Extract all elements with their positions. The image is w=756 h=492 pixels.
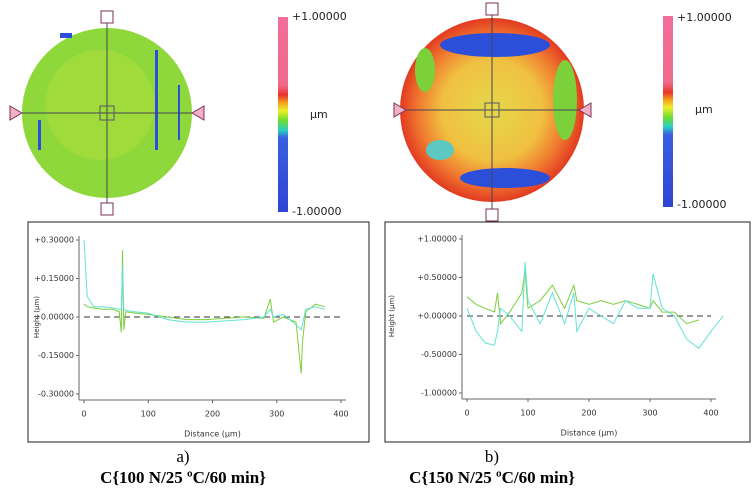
y-tick-label: +0.15000 <box>34 274 74 283</box>
colorbar-label: µm <box>310 108 328 121</box>
y-axis-label: Height (µm) <box>388 295 396 337</box>
chart-frame <box>384 221 751 443</box>
subtitle: C{150 N/25 ºC/60 min} <box>409 468 575 487</box>
y-tick-label: -0.30000 <box>38 390 74 399</box>
x-tick-label: 400 <box>703 409 718 418</box>
color-bar <box>278 17 288 212</box>
x-tick-label: 200 <box>205 410 220 419</box>
y-tick-label: +0.30000 <box>34 236 74 245</box>
profile-line <box>466 262 724 350</box>
x-tick-label: 300 <box>269 410 284 419</box>
colorbar-label: -1.00000 <box>677 198 726 211</box>
height-map <box>9 10 205 216</box>
colorbar-label: +1.00000 <box>677 11 732 24</box>
y-tick-label: +0.00000 <box>34 313 74 322</box>
x-tick-label: 300 <box>642 409 657 418</box>
subtitle: C{100 N/25 ºC/60 min} <box>100 468 266 487</box>
y-tick-label: +0.00000 <box>417 312 457 321</box>
colorbar-label: +1.00000 <box>292 10 347 23</box>
x-axis-label: Distance (µm) <box>184 430 241 439</box>
colorbar-label: µm <box>695 103 713 116</box>
x-tick-label: 200 <box>581 409 596 418</box>
profile-line <box>83 239 326 331</box>
x-tick-label: 0 <box>464 409 469 418</box>
y-tick-label: -0.15000 <box>38 351 74 360</box>
y-tick-label: -0.50000 <box>421 350 457 359</box>
y-tick-label: -1.00000 <box>421 389 457 398</box>
chart-frame <box>27 221 370 443</box>
x-tick-label: 0 <box>81 410 86 419</box>
color-bar <box>663 16 673 207</box>
x-tick-label: 400 <box>333 410 348 419</box>
caption: a) <box>176 447 189 466</box>
y-tick-label: +0.50000 <box>417 273 457 282</box>
caption: b) <box>485 447 499 466</box>
colorbar-label: -1.00000 <box>292 205 341 218</box>
profile-line <box>83 250 326 374</box>
profile-line <box>466 269 699 325</box>
x-tick-label: 100 <box>141 410 156 419</box>
y-tick-label: +1.00000 <box>417 235 457 244</box>
y-axis-label: Height (µm) <box>33 296 41 338</box>
x-tick-label: 100 <box>520 409 535 418</box>
x-axis-label: Distance (µm) <box>561 429 618 438</box>
height-map <box>393 2 592 222</box>
